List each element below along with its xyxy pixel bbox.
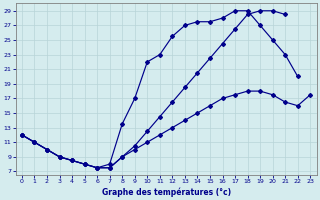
X-axis label: Graphe des températures (°c): Graphe des températures (°c) [101,187,231,197]
